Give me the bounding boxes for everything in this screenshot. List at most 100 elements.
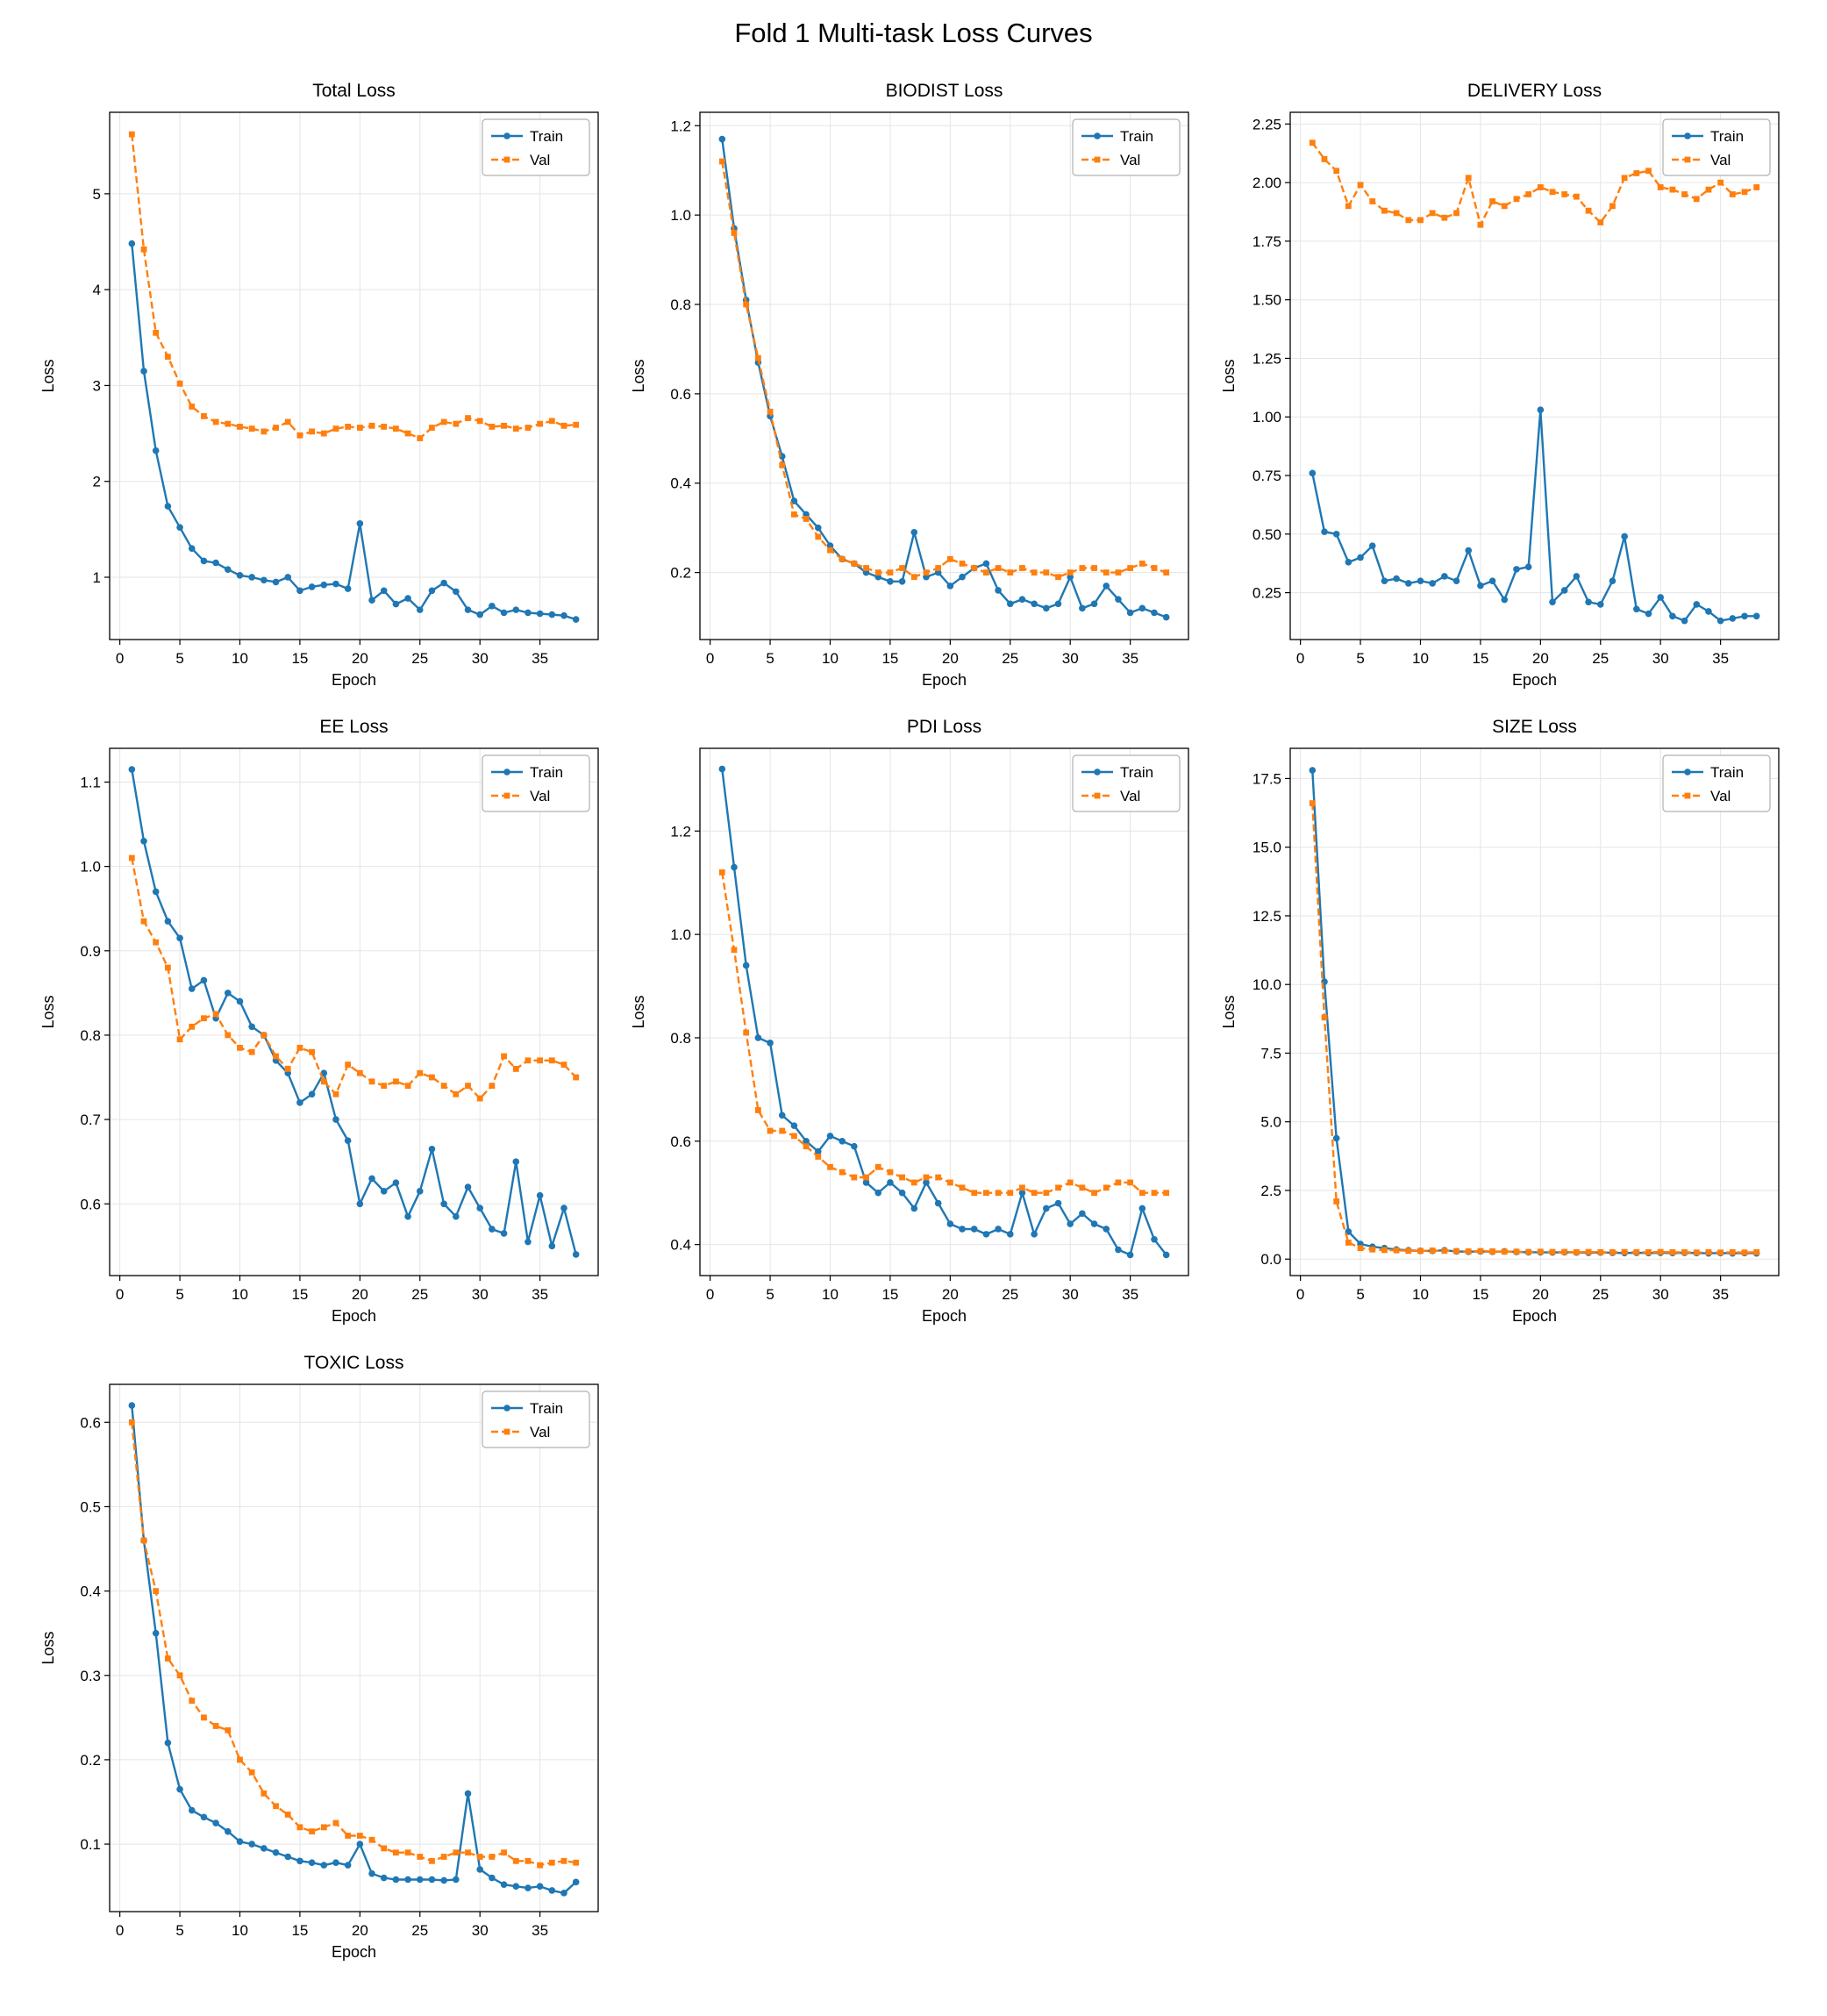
marker-val <box>453 1090 460 1097</box>
marker-train <box>164 918 172 925</box>
marker-val <box>417 1069 424 1076</box>
marker-val <box>731 230 738 236</box>
marker-train <box>1151 609 1158 617</box>
y-tick-label: 0.6 <box>670 1133 691 1150</box>
y-tick-label: 1.75 <box>1252 233 1281 250</box>
marker-train <box>380 1188 388 1195</box>
marker-val <box>1115 569 1122 576</box>
marker-val <box>1309 139 1316 147</box>
marker-val <box>512 1857 519 1864</box>
marker-val <box>935 1174 942 1181</box>
series-line-train <box>1311 769 1757 1255</box>
marker-val <box>225 1032 232 1039</box>
marker-val <box>501 422 507 429</box>
x-tick-label: 5 <box>175 1922 183 1939</box>
marker-train <box>1345 559 1352 566</box>
marker-val <box>1645 168 1652 175</box>
y-tick-label: 0.8 <box>80 1027 101 1044</box>
marker-val <box>368 422 375 429</box>
marker-val <box>381 1845 388 1852</box>
legend-label-val: Val <box>530 1424 550 1441</box>
marker-train <box>1741 612 1748 620</box>
y-tick-label: 0.2 <box>670 565 691 582</box>
marker-train <box>368 1869 375 1877</box>
series-line-val <box>131 857 577 1100</box>
marker-train <box>188 545 196 552</box>
marker-train <box>380 1874 388 1882</box>
marker-train <box>225 1827 232 1835</box>
marker-val <box>501 1849 507 1856</box>
x-axis-label: Epoch <box>922 671 967 689</box>
marker-train <box>1054 1199 1062 1207</box>
marker-val <box>1007 569 1014 576</box>
marker-val <box>743 301 750 308</box>
marker-val <box>718 869 725 876</box>
x-tick-label: 25 <box>411 1286 428 1303</box>
marker-train <box>476 611 483 618</box>
marker-val <box>345 1062 352 1068</box>
x-tick-label: 20 <box>1532 1286 1549 1303</box>
marker-val <box>815 533 822 540</box>
marker-val <box>1091 1190 1097 1197</box>
subplot-toxic-loss: 0 5 10 15 20 25 30 35 0.1 0.2 0.3 0.4 0.5 0.6 TOXIC Lo… <box>36 1344 610 1971</box>
x-tick-label: 30 <box>472 650 489 667</box>
marker-train <box>1596 601 1604 608</box>
marker-train <box>476 1205 483 1212</box>
marker-val <box>320 1078 327 1085</box>
series-line-val <box>1311 803 1757 1254</box>
marker-train <box>1488 577 1496 585</box>
x-tick-label: 5 <box>175 1286 183 1303</box>
marker-train <box>500 1881 508 1889</box>
marker-train <box>826 1133 834 1140</box>
marker-val <box>476 1095 483 1102</box>
marker-val <box>1127 1179 1134 1186</box>
marker-val <box>537 420 544 427</box>
marker-train <box>225 990 232 997</box>
marker-train <box>1693 601 1701 608</box>
marker-val <box>1609 1248 1616 1255</box>
marker-train <box>718 765 726 773</box>
y-tick-label: 0.0 <box>1260 1251 1281 1268</box>
marker-val <box>128 131 135 138</box>
x-tick-label: 10 <box>822 1286 839 1303</box>
x-axis-label: Epoch <box>922 1307 967 1325</box>
x-tick-label: 20 <box>942 1286 959 1303</box>
marker-train <box>1162 613 1170 621</box>
marker-val <box>1753 184 1760 190</box>
y-tick-label: 0.6 <box>80 1196 101 1212</box>
marker-val <box>1525 191 1532 197</box>
marker-train <box>874 1189 882 1197</box>
marker-val <box>946 1179 953 1186</box>
marker-val <box>284 1812 291 1818</box>
marker-val <box>1381 207 1388 214</box>
marker-val <box>1597 219 1604 225</box>
marker-train <box>1006 1231 1014 1238</box>
marker-train <box>1393 575 1400 583</box>
marker-train <box>862 1179 870 1186</box>
marker-train <box>1043 1205 1050 1212</box>
x-tick-label: 25 <box>1002 650 1018 667</box>
marker-train <box>453 1212 460 1220</box>
x-tick-label: 0 <box>116 1286 124 1303</box>
y-tick-label: 0.1 <box>80 1836 101 1853</box>
marker-val <box>863 565 869 571</box>
marker-train <box>1090 1220 1098 1227</box>
marker-train <box>489 1226 496 1233</box>
marker-train <box>332 580 339 588</box>
marker-val <box>863 1174 869 1181</box>
x-tick-label: 20 <box>352 1922 368 1939</box>
marker-val <box>465 415 471 421</box>
marker-train <box>1705 608 1712 615</box>
marker-train <box>188 985 196 992</box>
marker-train <box>356 1841 364 1848</box>
plot-border <box>699 747 1189 1276</box>
marker-val <box>1381 1247 1388 1254</box>
marker-val <box>176 1036 183 1043</box>
marker-train <box>152 888 160 896</box>
marker-val <box>803 516 810 522</box>
marker-val <box>525 1057 532 1064</box>
marker-val <box>237 1044 243 1051</box>
marker-train <box>428 1145 436 1153</box>
marker-train <box>1633 605 1640 613</box>
x-tick-label: 15 <box>1472 650 1488 667</box>
